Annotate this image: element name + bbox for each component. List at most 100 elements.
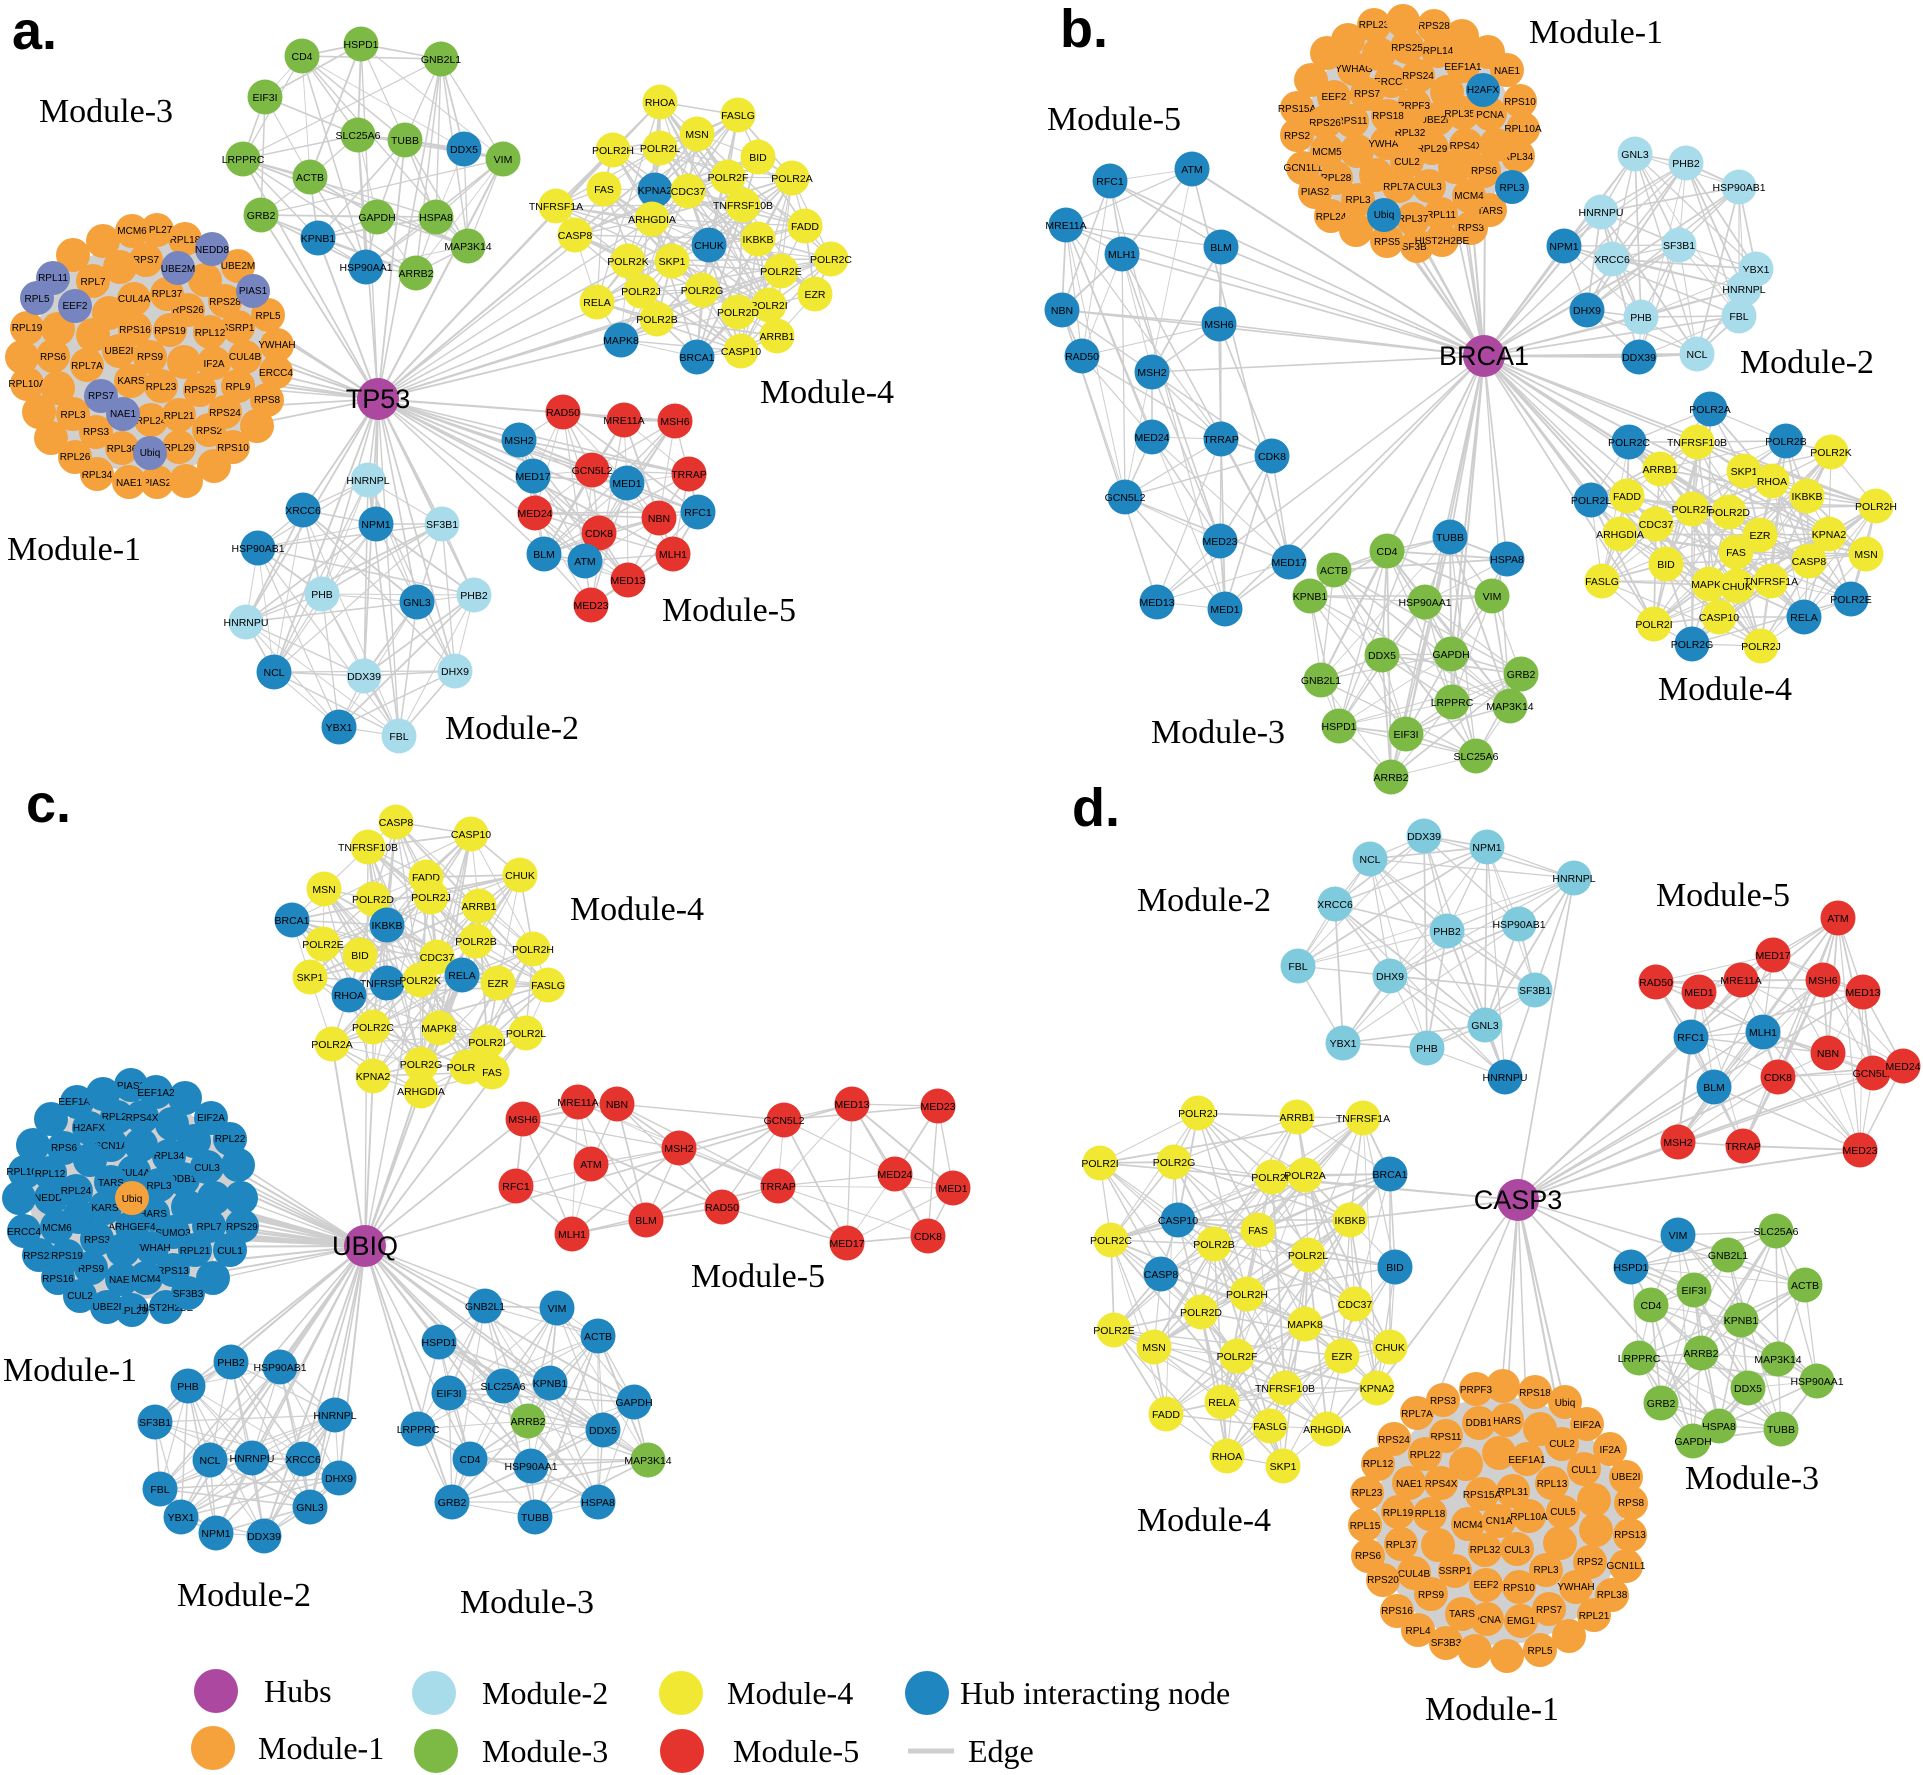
svg-text:RPS7: RPS7 [1536,1605,1563,1616]
svg-text:YBX1: YBX1 [1330,1038,1357,1050]
svg-text:MAPK8: MAPK8 [421,1023,457,1035]
svg-text:HARS: HARS [139,1209,167,1220]
svg-text:MED1: MED1 [1210,604,1239,616]
svg-text:Module-3: Module-3 [482,1733,608,1769]
svg-text:ARRB2: ARRB2 [1373,772,1408,784]
svg-text:RPS19: RPS19 [154,326,186,337]
svg-text:POLR2K: POLR2K [607,256,648,268]
svg-text:a.: a. [12,1,57,61]
svg-text:NEDD8: NEDD8 [34,1193,68,1204]
svg-text:RPL7A: RPL7A [1401,1409,1433,1420]
svg-text:POLR2B: POLR2B [1765,436,1806,448]
svg-text:RAD50: RAD50 [546,407,580,419]
svg-text:EEF1A2: EEF1A2 [137,1088,175,1099]
svg-text:RPS19: RPS19 [51,1251,83,1262]
svg-text:HIST2H2BE: HIST2H2BE [139,1303,194,1314]
svg-text:RPS6: RPS6 [51,1143,78,1154]
svg-text:PIAS1: PIAS1 [239,286,268,297]
svg-text:d.: d. [1072,778,1120,838]
svg-text:CASP10: CASP10 [1699,612,1739,624]
svg-text:HSP90AA1: HSP90AA1 [1398,597,1451,609]
svg-text:RPS24: RPS24 [1378,1435,1410,1446]
svg-text:RPS16: RPS16 [42,1274,74,1285]
svg-text:ARRB1: ARRB1 [759,331,794,343]
svg-text:RPS18: RPS18 [1372,111,1404,122]
svg-text:MED13: MED13 [834,1099,869,1111]
svg-text:POLR2F: POLR2F [1217,1351,1258,1363]
svg-text:KARS: KARS [117,376,145,387]
svg-text:RPS6: RPS6 [1471,166,1498,177]
svg-text:RPL37: RPL37 [1386,1540,1417,1551]
svg-text:HNRNPU: HNRNPU [224,617,269,629]
svg-text:RPL29: RPL29 [1417,144,1448,155]
svg-text:MSN: MSN [312,884,335,896]
svg-text:RPL34: RPL34 [82,470,113,481]
svg-text:RPS25: RPS25 [184,385,216,396]
svg-text:YWHAH: YWHAH [258,340,295,351]
svg-text:NPM1: NPM1 [201,1528,230,1540]
svg-text:SLC25A6: SLC25A6 [336,130,381,142]
svg-text:CASP10: CASP10 [721,346,761,358]
svg-text:GCN1L1: GCN1L1 [1607,1561,1646,1572]
svg-text:BLM: BLM [533,549,555,561]
svg-text:HSP90AA1: HSP90AA1 [504,1461,557,1473]
svg-text:Module-2: Module-2 [1740,344,1874,381]
svg-text:YWHAH: YWHAH [1368,139,1405,150]
svg-text:HIST2H2BE: HIST2H2BE [1415,236,1470,247]
svg-text:RPL10A: RPL10A [1504,124,1542,135]
svg-text:Module-4: Module-4 [727,1675,853,1711]
svg-text:GAPDH: GAPDH [358,212,395,224]
svg-text:DHX9: DHX9 [1376,971,1404,983]
svg-text:Module-3: Module-3 [1685,1460,1819,1497]
svg-text:MSN: MSN [685,129,708,141]
svg-text:CDK8: CDK8 [1258,451,1286,463]
svg-text:CN1A: CN1A [1486,1516,1513,1527]
svg-text:PHB2: PHB2 [217,1357,245,1369]
svg-text:TRRAP: TRRAP [760,1181,796,1193]
svg-text:BLM: BLM [1703,1082,1725,1094]
svg-text:DHX9: DHX9 [441,666,469,678]
svg-text:IF2A: IF2A [203,359,224,370]
svg-text:LRPPRC: LRPPRC [397,1424,440,1436]
svg-text:POLR2H: POLR2H [512,944,554,956]
svg-text:HSP90AA1: HSP90AA1 [339,262,392,274]
svg-text:RPL27: RPL27 [142,225,173,236]
svg-text:CD4: CD4 [1376,546,1397,558]
svg-text:POLR2C: POLR2C [1608,437,1650,449]
svg-text:GCN5L2: GCN5L2 [1853,1068,1894,1080]
svg-text:RFC1: RFC1 [1096,176,1124,188]
svg-text:HNRNPL: HNRNPL [1552,873,1595,885]
svg-text:RPL3: RPL3 [1345,195,1370,206]
svg-text:RPS16: RPS16 [119,325,151,336]
svg-text:HSPA8: HSPA8 [1490,554,1524,566]
svg-text:GCN5L2: GCN5L2 [572,465,613,477]
svg-text:LRPPRC: LRPPRC [1618,1353,1661,1365]
svg-text:RELA: RELA [583,297,610,309]
svg-text:RPS10: RPS10 [1503,1583,1535,1594]
svg-text:POLR2H: POLR2H [1226,1289,1268,1301]
svg-text:RPL12: RPL12 [195,328,226,339]
svg-text:Module-3: Module-3 [460,1584,594,1621]
svg-text:BID: BID [351,950,369,962]
svg-text:CASP10: CASP10 [451,829,491,841]
svg-text:MAP3K14: MAP3K14 [444,241,491,253]
svg-text:HARS: HARS [1493,1416,1521,1427]
svg-text:FAS: FAS [1726,547,1746,559]
svg-text:Module-4: Module-4 [1658,671,1792,708]
svg-text:MSH2: MSH2 [1137,367,1166,379]
svg-text:ARHGDIA: ARHGDIA [1596,529,1644,541]
svg-text:LRPPRC: LRPPRC [222,154,265,166]
svg-text:XRCC6: XRCC6 [1317,899,1353,911]
svg-text:CASP10: CASP10 [1158,1215,1198,1227]
svg-text:ARRB1: ARRB1 [461,901,496,913]
svg-text:HSPA8: HSPA8 [581,1497,615,1509]
svg-text:MAP3K14: MAP3K14 [1754,1354,1801,1366]
svg-text:RPS6: RPS6 [1355,1551,1382,1562]
svg-text:PRPF3: PRPF3 [1460,1385,1493,1396]
svg-text:NCL: NCL [1359,854,1380,866]
svg-text:MED1: MED1 [612,478,641,490]
svg-text:ARRB2: ARRB2 [510,1416,545,1428]
svg-text:NPM1: NPM1 [1549,241,1578,253]
svg-text:RPL5: RPL5 [255,311,280,322]
svg-text:MSH6: MSH6 [660,416,689,428]
